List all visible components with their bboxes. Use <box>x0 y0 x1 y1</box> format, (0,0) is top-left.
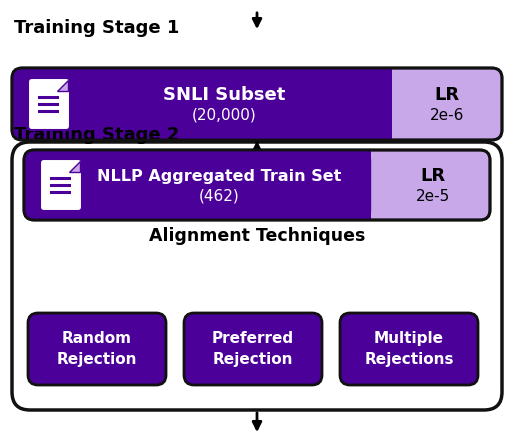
Text: Training Stage 2: Training Stage 2 <box>14 126 179 144</box>
Polygon shape <box>69 161 80 172</box>
FancyBboxPatch shape <box>28 78 70 130</box>
Text: NLLP Aggregated Train Set: NLLP Aggregated Train Set <box>97 169 342 183</box>
FancyBboxPatch shape <box>12 68 502 140</box>
FancyBboxPatch shape <box>184 313 322 385</box>
Text: (20,000): (20,000) <box>192 107 256 122</box>
Text: 2e-5: 2e-5 <box>416 188 450 203</box>
FancyBboxPatch shape <box>24 150 371 220</box>
Text: LR: LR <box>434 86 460 104</box>
Text: Training Stage 1: Training Stage 1 <box>14 19 179 37</box>
Text: Preferred
Rejection: Preferred Rejection <box>212 331 294 367</box>
Text: Multiple
Rejections: Multiple Rejections <box>364 331 454 367</box>
Text: 2e-6: 2e-6 <box>430 107 464 122</box>
Polygon shape <box>57 80 68 91</box>
Bar <box>377 68 392 140</box>
Text: (462): (462) <box>199 188 240 203</box>
Text: Random
Rejection: Random Rejection <box>57 331 137 367</box>
Text: LR: LR <box>420 167 446 185</box>
Bar <box>356 150 371 220</box>
FancyBboxPatch shape <box>340 313 478 385</box>
FancyBboxPatch shape <box>28 313 166 385</box>
FancyBboxPatch shape <box>40 159 82 211</box>
FancyBboxPatch shape <box>12 142 502 410</box>
Text: Alignment Techniques: Alignment Techniques <box>149 227 365 245</box>
Text: SNLI Subset: SNLI Subset <box>163 86 285 104</box>
FancyBboxPatch shape <box>24 150 490 220</box>
FancyBboxPatch shape <box>12 68 392 140</box>
